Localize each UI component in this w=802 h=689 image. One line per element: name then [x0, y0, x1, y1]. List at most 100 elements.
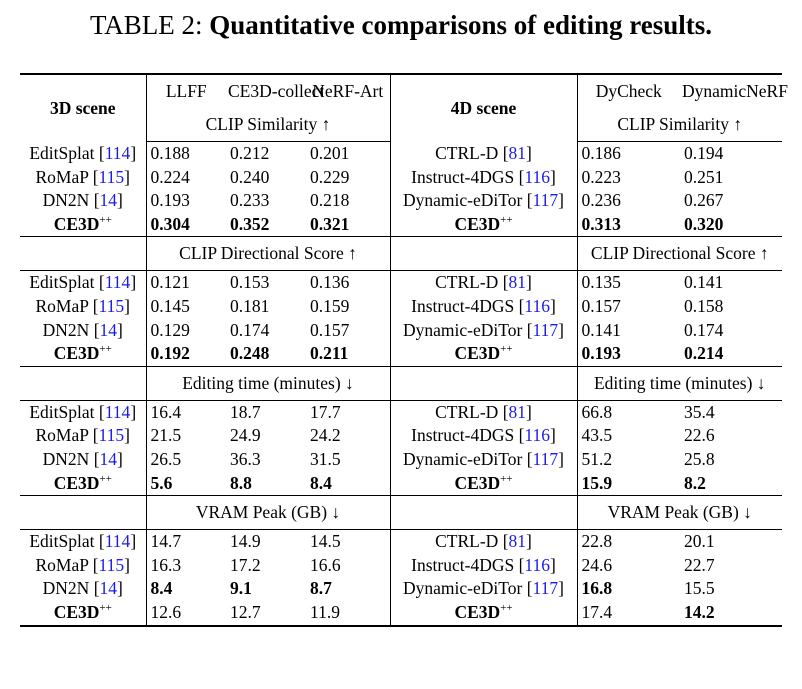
citation: [14]: [93, 448, 123, 469]
value-cell: 0.121: [150, 272, 190, 293]
method-name: EditSplat: [29, 531, 95, 552]
empty-cell: [20, 236, 146, 272]
citation: [14]: [93, 319, 123, 340]
value-cell: 20.1: [684, 531, 715, 552]
method-cell: RoMaP [115]: [20, 294, 147, 319]
method-name: CTRL-D: [435, 531, 499, 552]
method-name: EditSplat: [29, 142, 95, 163]
value-cell: 8.8: [226, 471, 306, 497]
value-cell: 25.8: [684, 448, 715, 469]
method-name: Instruct-4DGS: [411, 554, 515, 575]
value-cell: 43.5: [581, 425, 613, 446]
method-cell: Dynamic-eDiTor [117]: [389, 189, 578, 213]
citation: [114]: [98, 401, 137, 422]
value-cell: 0.174: [230, 319, 270, 340]
table-row: RoMaP [115] 0.224 0.240 0.229 Instruct-4DGS …: [20, 165, 782, 190]
method-cell: RoMaP [115]: [20, 424, 147, 448]
value-cell: 11.9: [306, 600, 390, 627]
method-name: RoMaP: [35, 554, 89, 575]
method-superscript: ++: [99, 213, 112, 226]
table-row: 3D scene LLFF CE3D-collect NeRF-Art 4D scene…: [20, 73, 788, 142]
method-cell: RoMaP [115]: [20, 553, 147, 578]
value-cell: 0.181: [230, 295, 270, 316]
value-cell: 0.267: [684, 190, 724, 211]
citation: [81]: [502, 272, 532, 293]
value-cell: 0.304: [146, 212, 226, 238]
citation: [81]: [502, 142, 532, 163]
method-name: RoMaP: [35, 166, 89, 187]
value-cell: 0.158: [684, 295, 724, 316]
value-cell: 0.201: [310, 143, 350, 163]
value-cell: 51.2: [581, 448, 613, 469]
citation: [116]: [518, 425, 556, 446]
value-cell: 0.233: [230, 190, 270, 211]
value-cell: 22.8: [581, 531, 613, 552]
method-name: DN2N: [42, 319, 90, 340]
value-cell: 0.224: [150, 166, 190, 187]
citation: [115]: [92, 295, 130, 316]
citation: [81]: [502, 401, 532, 422]
value-cell: 18.7: [230, 401, 261, 422]
metric-header: Editing time (minutes) ↓: [145, 366, 391, 401]
value-cell: 35.4: [684, 401, 715, 422]
method-name: Dynamic-eDiTor: [403, 319, 523, 340]
value-cell: 0.159: [310, 295, 350, 316]
table-row: RoMaP [115] 21.5 24.9 24.2 Instruct-4DGS [11…: [20, 424, 782, 448]
citation: [14]: [93, 578, 123, 599]
method-superscript: ++: [99, 601, 112, 614]
value-cell: 0.193: [577, 342, 680, 367]
table-row: RoMaP [115] 16.3 17.2 16.6 Instruct-4DGS [11…: [20, 553, 782, 578]
method-cell: Dynamic-eDiTor [117]: [389, 318, 578, 343]
method-cell: EditSplat [114]: [20, 270, 147, 295]
method-superscript: ++: [500, 472, 513, 485]
method-name: CE3D: [454, 601, 501, 622]
citation: [14]: [93, 190, 123, 211]
value-cell: 22.6: [684, 425, 715, 446]
value-cell: 12.7: [226, 600, 306, 627]
value-cell: 0.157: [310, 319, 350, 340]
value-cell: 24.2: [310, 425, 341, 446]
method-cell: CTRL-D [81]: [389, 141, 578, 166]
value-cell: 21.5: [150, 425, 182, 446]
value-cell: 31.5: [310, 448, 341, 469]
value-cell: 8.7: [310, 578, 332, 599]
value-cell: 8.4: [306, 471, 390, 497]
method-name: Instruct-4DGS: [411, 166, 515, 187]
method-superscript: ++: [99, 472, 112, 485]
method-name: RoMaP: [35, 425, 89, 446]
method-name: Instruct-4DGS: [411, 425, 515, 446]
method-cell: Dynamic-eDiTor [117]: [389, 447, 578, 472]
metric-header: VRAM Peak (GB) ↓: [145, 495, 391, 531]
caption-text: Quantitative comparisons of editing resu…: [209, 10, 713, 40]
value-cell: 0.223: [581, 166, 621, 187]
value-cell: 0.229: [310, 166, 350, 187]
value-cell: 0.321: [306, 212, 390, 238]
table-row: EditSplat [114] 0.188 0.212 0.201 CTRL-D [81…: [20, 141, 782, 166]
citation: [116]: [518, 166, 556, 187]
metric-header: CLIP Directional Score ↑: [576, 236, 782, 272]
table-row: EditSplat [114] 16.4 18.7 17.7 CTRL-D [81] 66…: [20, 400, 782, 425]
value-cell: 15.9: [577, 471, 680, 497]
scene-header: 4D scene: [390, 73, 577, 142]
value-cell: 0.251: [684, 166, 724, 187]
value-cell: 0.240: [230, 166, 270, 187]
value-cell: 17.4: [577, 600, 680, 627]
value-cell: 14.7: [150, 531, 182, 552]
value-cell: 9.1: [230, 578, 252, 599]
value-cell: 0.236: [581, 190, 621, 211]
table-row: Editing time (minutes) ↓ Editing time (mi…: [20, 366, 782, 401]
table-row: DN2N [14] 8.4 9.1 8.7 Dynamic-eDiTor [117] 16…: [20, 577, 782, 601]
table-row: CE3D++ 0.304 0.352 0.321 CE3D++ 0.313 0.320: [20, 212, 782, 238]
citation: [114]: [98, 142, 137, 163]
citation: [116]: [518, 295, 556, 316]
value-cell: 16.6: [310, 554, 341, 575]
value-cell: 24.6: [581, 554, 613, 575]
value-cell: 66.8: [581, 401, 613, 422]
value-cell: 15.5: [684, 578, 715, 599]
table-row: VRAM Peak (GB) ↓ VRAM Peak (GB) ↓: [20, 495, 782, 531]
value-cell: 0.129: [150, 319, 190, 340]
value-cell: 0.141: [581, 319, 621, 340]
value-cell: 0.188: [150, 143, 190, 163]
method-cell: Instruct-4DGS [116]: [389, 553, 578, 578]
method-cell: EditSplat [114]: [20, 529, 147, 554]
